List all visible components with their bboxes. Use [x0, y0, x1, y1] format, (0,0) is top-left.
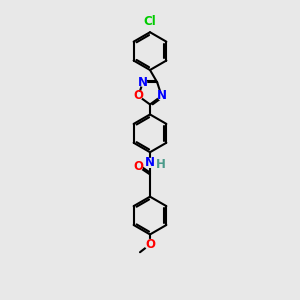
- Circle shape: [145, 240, 155, 249]
- Text: O: O: [134, 89, 143, 103]
- Text: H: H: [156, 158, 166, 171]
- Text: O: O: [145, 238, 155, 251]
- Circle shape: [135, 92, 142, 100]
- Circle shape: [139, 79, 147, 86]
- Text: N: N: [138, 76, 148, 89]
- Text: Cl: Cl: [144, 15, 156, 28]
- Circle shape: [146, 158, 154, 167]
- Text: O: O: [134, 160, 143, 173]
- Circle shape: [158, 92, 165, 100]
- Text: N: N: [145, 156, 155, 170]
- Text: N: N: [157, 89, 166, 103]
- Circle shape: [134, 163, 142, 171]
